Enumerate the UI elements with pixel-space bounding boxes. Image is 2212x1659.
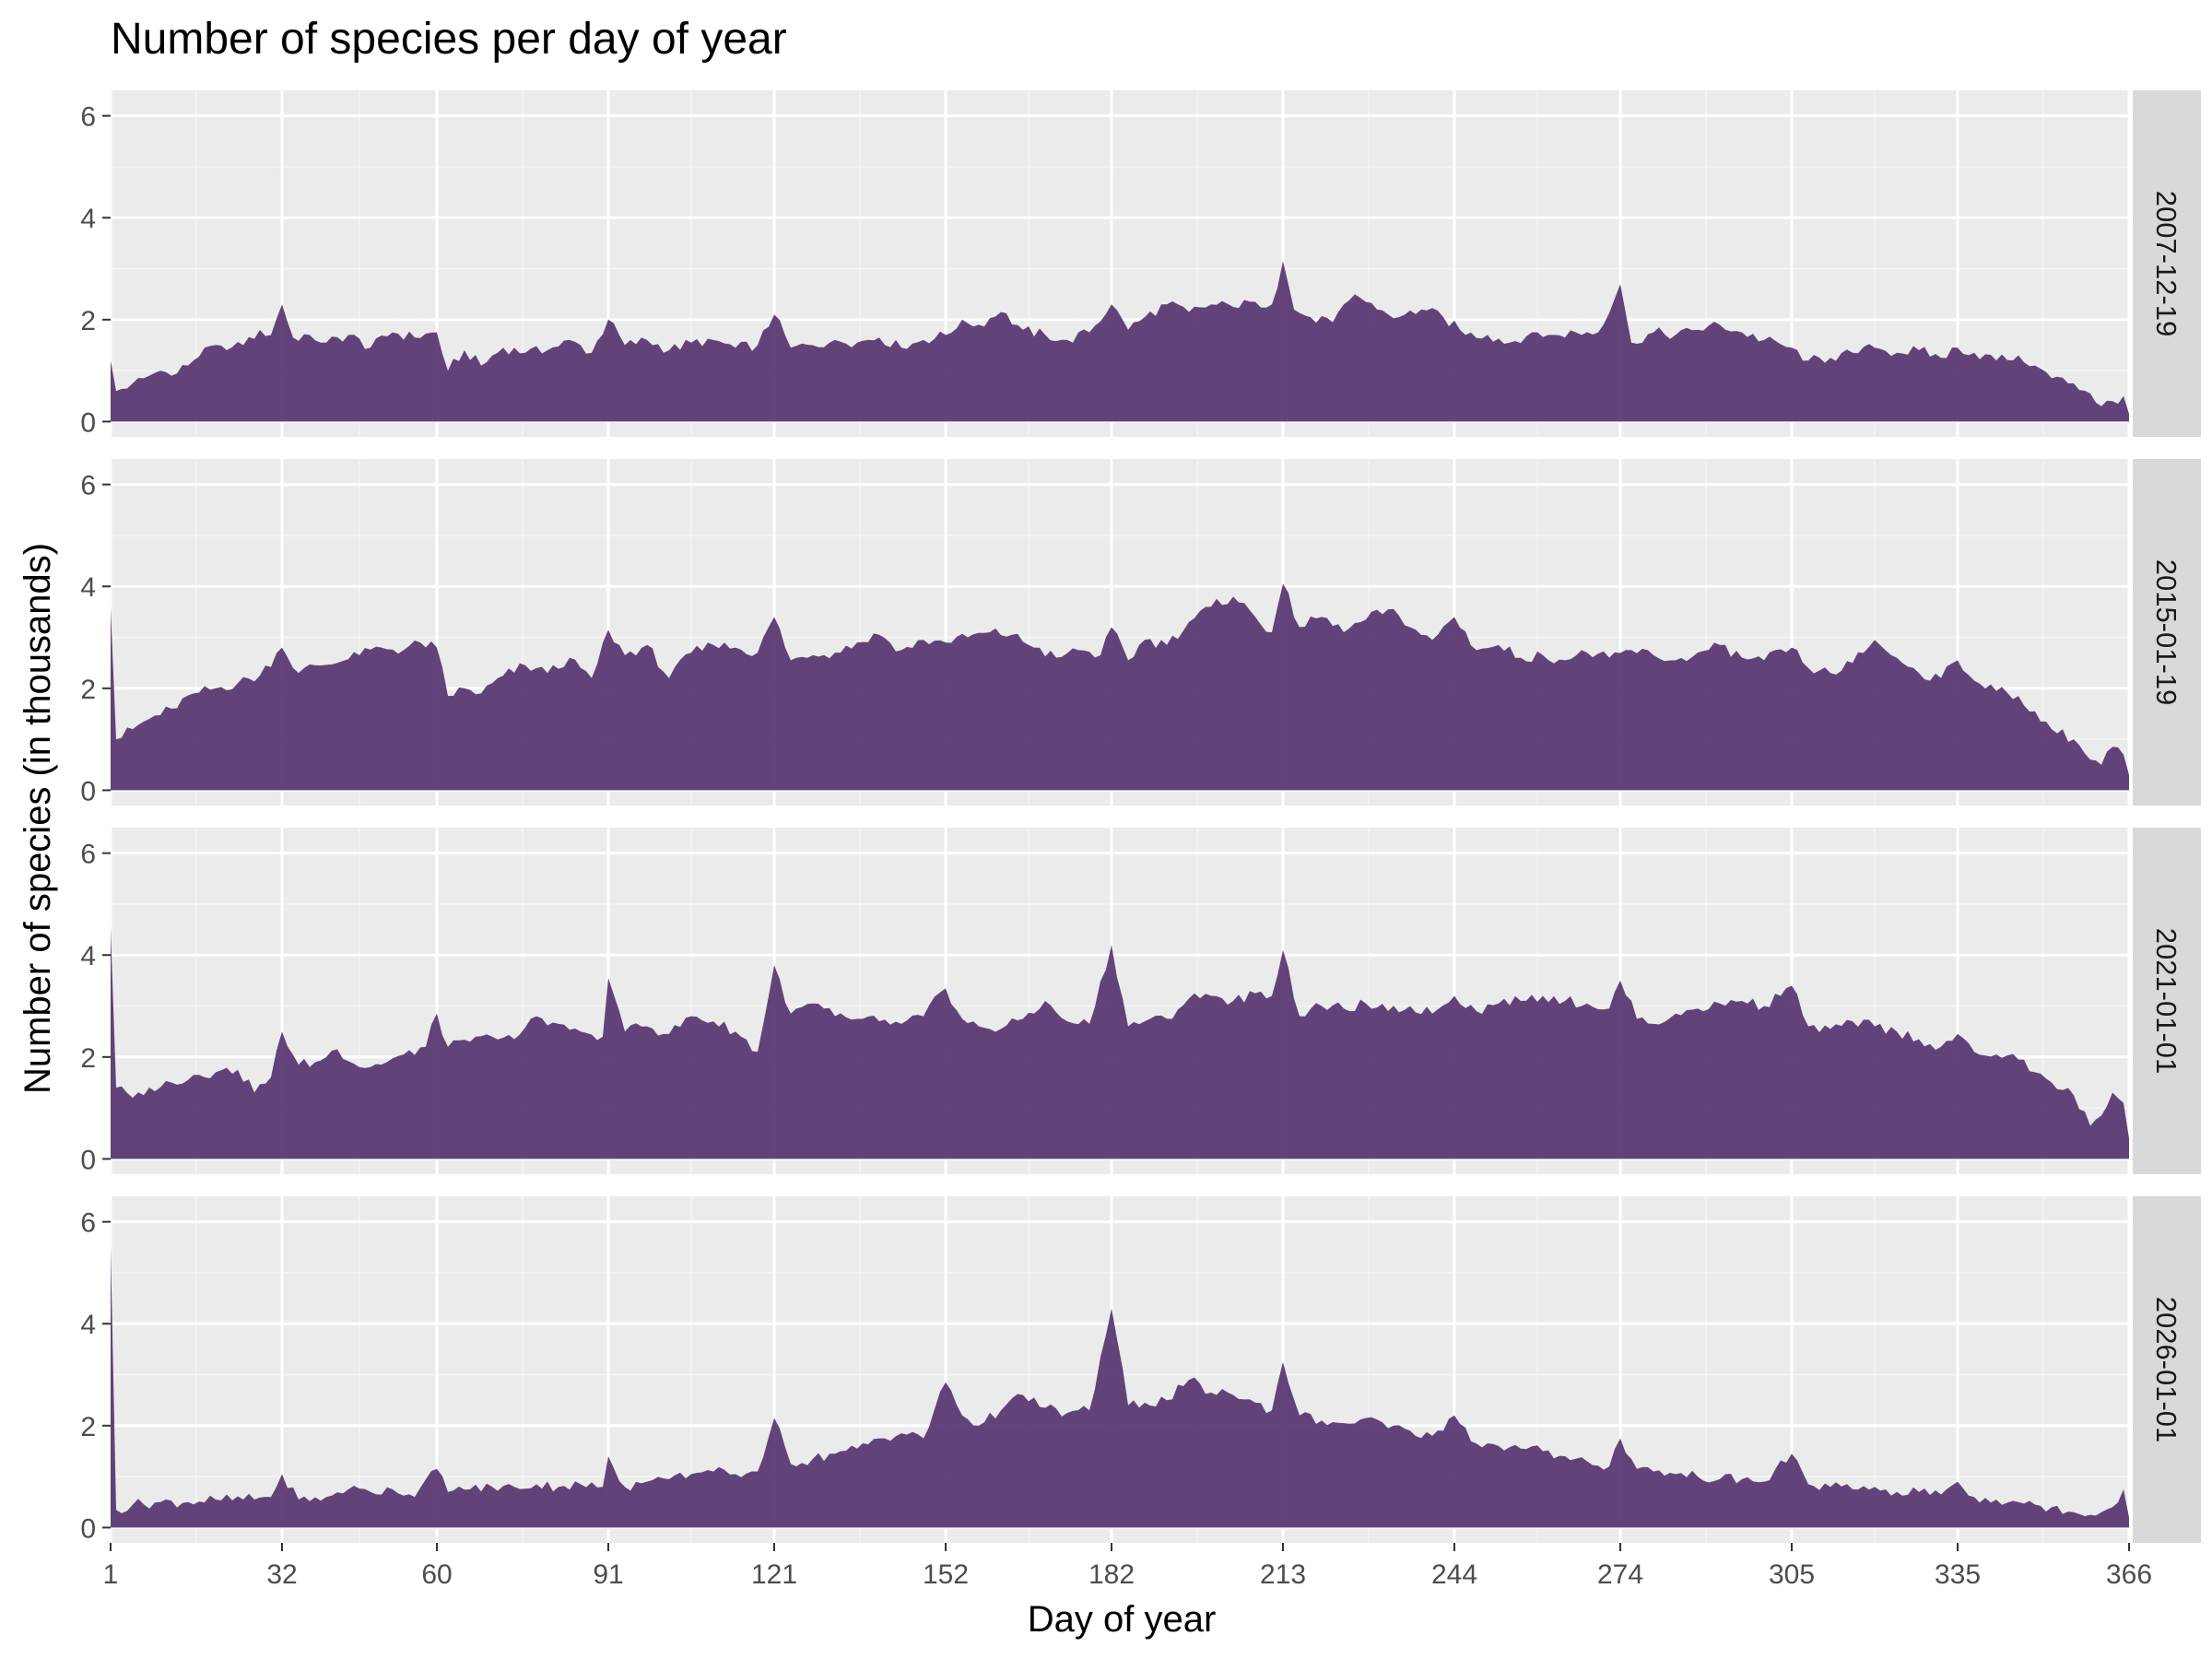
facet-strip [2133,459,2201,806]
facet-panel: 0 2 4 6 2021-01-01 [80,828,2201,1175]
x-tick-label: 213 [1260,1559,1306,1590]
x-tick-label: 1 [103,1559,119,1590]
facet-panel: 0 2 4 6 2015-01-19 [80,459,2201,806]
species-area [111,261,2129,422]
y-tick-label: 4 [80,941,96,971]
x-axis-label: Day of year [1028,1599,1217,1640]
facet-strip-label: 2026-01-01 [2150,1297,2183,1443]
facet-panel: 0 2 4 6 2007-12-19 [80,90,2201,438]
facet-strip-label: 2007-12-19 [2150,191,2183,337]
y-tick-label: 4 [80,572,96,603]
facet-panels: 0 2 4 6 2007-12-19 0 2 4 6 2015-01-19 0 2 4 6 2021-01-… [80,90,2201,1544]
y-tick-label: 6 [80,102,96,133]
y-tick-label: 0 [80,407,96,438]
y-tick-label: 6 [80,1208,96,1239]
y-tick-label: 6 [80,840,96,870]
y-tick-label: 2 [80,1412,96,1442]
facet-strip-label: 2021-01-01 [2150,928,2183,1075]
y-tick-label: 2 [80,306,96,336]
x-tick-label: 32 [266,1559,297,1590]
y-tick-label: 0 [80,776,96,806]
y-tick-label: 4 [80,1310,96,1340]
facet-strip [2133,1196,2201,1543]
species-area [111,1244,2129,1528]
species-area [111,926,2129,1159]
y-tick-label: 2 [80,1043,96,1074]
x-tick-label: 335 [1935,1559,1981,1590]
x-tick-label: 305 [1769,1559,1815,1590]
x-tick-label: 152 [923,1559,969,1590]
chart-title: Number of species per day of year [111,15,787,64]
x-tick-label: 244 [1431,1559,1477,1590]
y-axis-label: Number of species (in thousands) [18,543,58,1094]
x-tick-label: 60 [421,1559,452,1590]
y-tick-label: 4 [80,204,96,234]
facet-panel: 0 2 4 6 2026-01-01 [80,1196,2201,1544]
x-tick-label: 366 [2106,1559,2152,1590]
x-tick-label: 121 [751,1559,797,1590]
species-area [111,583,2129,791]
y-tick-label: 6 [80,471,96,501]
facet-strip [2133,828,2201,1174]
y-tick-label: 0 [80,1145,96,1175]
y-tick-label: 0 [80,1513,96,1544]
x-tick-label: 182 [1088,1559,1135,1590]
x-axis: 1 32 60 91 121 152 182 213 244 274 305 335 366 [103,1543,2152,1590]
facet-strip [2133,90,2201,437]
x-tick-label: 274 [1597,1559,1643,1590]
x-tick-label: 91 [593,1559,623,1590]
y-tick-label: 2 [80,675,96,705]
facet-strip-label: 2015-01-19 [2150,559,2183,706]
